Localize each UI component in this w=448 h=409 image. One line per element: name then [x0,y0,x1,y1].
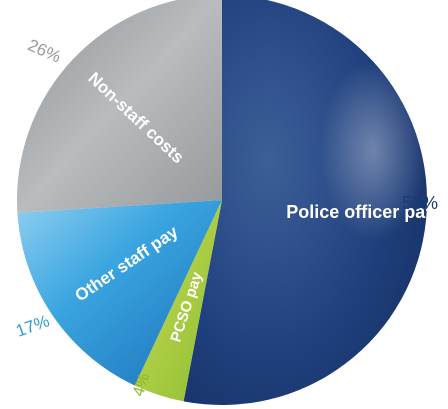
percent-label: 53% [402,193,438,213]
slice-label: Police officer pay [286,202,435,222]
pie-slice-non-staff-costs [17,0,222,213]
percent-label: 4% [130,371,153,398]
pie-slice-other-staff-pay [17,200,222,386]
pie-slice-pcso-pay [134,200,222,402]
percent-label: 17% [13,311,51,340]
slice-highlight [183,0,427,405]
percent-label: 26% [25,35,64,66]
